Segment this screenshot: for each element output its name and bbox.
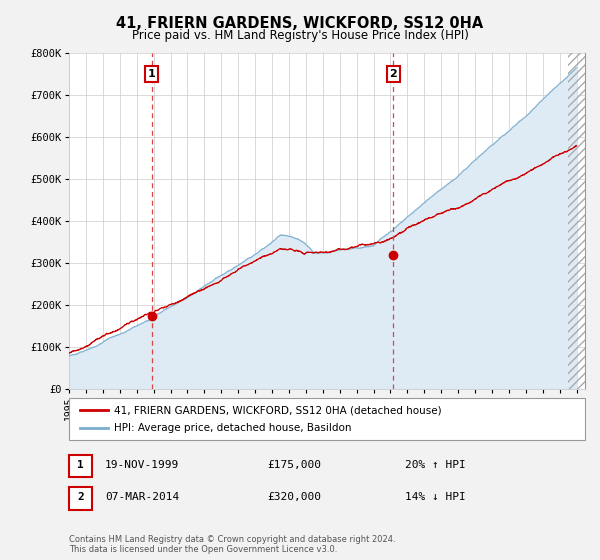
Text: 14% ↓ HPI: 14% ↓ HPI	[405, 492, 466, 502]
Text: Price paid vs. HM Land Registry's House Price Index (HPI): Price paid vs. HM Land Registry's House …	[131, 29, 469, 42]
Text: 20% ↑ HPI: 20% ↑ HPI	[405, 460, 466, 470]
Text: 2: 2	[77, 492, 84, 502]
Text: 41, FRIERN GARDENS, WICKFORD, SS12 0HA: 41, FRIERN GARDENS, WICKFORD, SS12 0HA	[116, 16, 484, 31]
Text: 07-MAR-2014: 07-MAR-2014	[105, 492, 179, 502]
Bar	[568, 53, 585, 389]
Text: 2: 2	[389, 69, 397, 79]
Text: £175,000: £175,000	[267, 460, 321, 470]
Text: 1: 1	[77, 460, 84, 470]
Text: 19-NOV-1999: 19-NOV-1999	[105, 460, 179, 470]
Text: HPI: Average price, detached house, Basildon: HPI: Average price, detached house, Basi…	[114, 423, 352, 433]
Text: Contains HM Land Registry data © Crown copyright and database right 2024.
This d: Contains HM Land Registry data © Crown c…	[69, 535, 395, 554]
Bar	[568, 53, 585, 389]
Text: 1: 1	[148, 69, 155, 79]
Text: 41, FRIERN GARDENS, WICKFORD, SS12 0HA (detached house): 41, FRIERN GARDENS, WICKFORD, SS12 0HA (…	[114, 405, 442, 415]
Text: £320,000: £320,000	[267, 492, 321, 502]
